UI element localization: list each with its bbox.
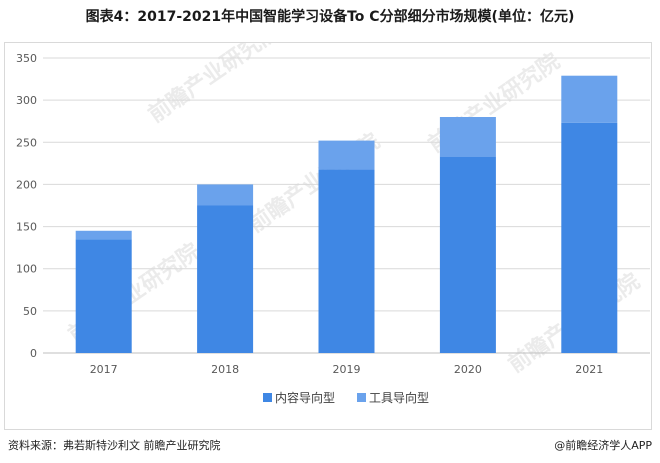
x-tick-label: 2021 [575, 363, 603, 376]
bar-content-oriented [439, 156, 496, 353]
y-tick-label: 200 [16, 178, 37, 191]
x-tick-label: 2017 [90, 363, 118, 376]
bar-content-oriented [318, 169, 375, 353]
y-tick-label: 50 [23, 305, 37, 318]
y-tick-label: 150 [16, 221, 37, 234]
bar-tool-oriented [75, 230, 132, 240]
bar-chart: 前瞻产业研究院前瞻产业研究院前瞻产业研究院前瞻产业研究院前瞻产业研究院05010… [16, 43, 650, 405]
y-tick-label: 300 [16, 94, 37, 107]
y-tick-label: 250 [16, 136, 37, 149]
legend-swatch [263, 393, 272, 402]
source-note: 资料来源：弗若斯特沙利文 前瞻产业研究院 [8, 439, 221, 452]
y-tick-label: 0 [30, 347, 37, 360]
x-tick-label: 2018 [211, 363, 239, 376]
bar-tool-oriented [561, 75, 618, 123]
bar-content-oriented [197, 205, 254, 353]
chart-area: 前瞻产业研究院前瞻产业研究院前瞻产业研究院前瞻产业研究院前瞻产业研究院05010… [4, 42, 652, 430]
bar-tool-oriented [318, 140, 375, 170]
bar-content-oriented [561, 122, 618, 354]
bar-tool-oriented [197, 184, 254, 206]
chart-title: 图表4：2017-2021年中国智能学习设备To C分部细分市场规模(单位：亿元… [85, 9, 575, 25]
legend-label: 内容导向型 [275, 390, 335, 405]
bar-tool-oriented [439, 117, 496, 157]
y-tick-label: 350 [16, 52, 37, 65]
bar-content-oriented [75, 239, 132, 353]
credit-note: @前瞻经济学人APP [554, 439, 652, 452]
legend-label: 工具导向型 [369, 390, 429, 405]
watermark-text: 前瞻产业研究院 [144, 43, 285, 128]
y-tick-label: 100 [16, 263, 37, 276]
x-tick-label: 2020 [454, 363, 482, 376]
x-tick-label: 2019 [333, 363, 361, 376]
legend-swatch [357, 393, 366, 402]
